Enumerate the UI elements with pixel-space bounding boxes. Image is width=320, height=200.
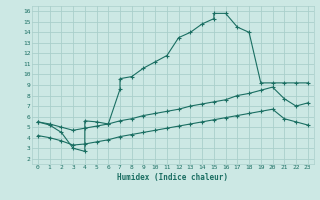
- X-axis label: Humidex (Indice chaleur): Humidex (Indice chaleur): [117, 173, 228, 182]
